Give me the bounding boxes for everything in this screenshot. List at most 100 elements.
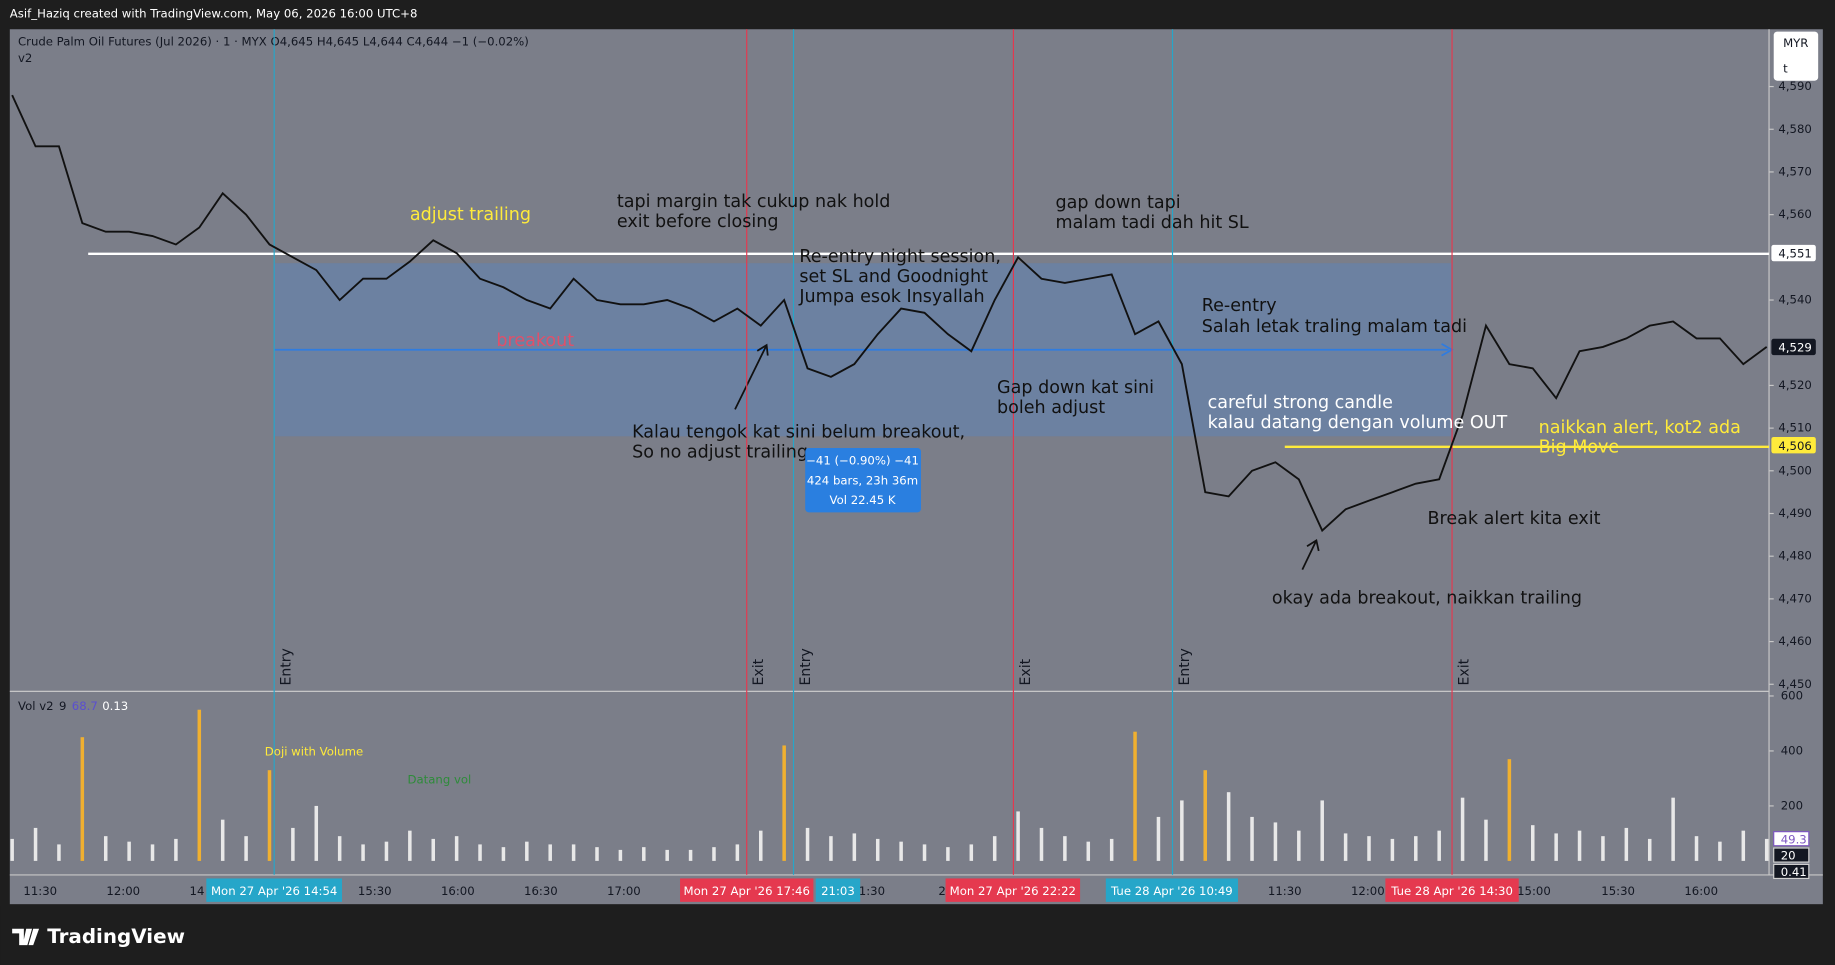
y-tick-label: 4,510: [1778, 421, 1811, 435]
annotation: kalau datang dengan volume OUT: [1208, 413, 1508, 433]
time-label: 2: [938, 884, 945, 898]
time-highlight-label: 21:03: [821, 884, 855, 898]
volume-bar: [1250, 816, 1254, 861]
volume-bar: [1718, 841, 1722, 861]
volume-bar: [1086, 841, 1091, 861]
volume-bar: [1554, 833, 1558, 861]
volume-marker: [1773, 863, 1810, 880]
volume-bar: [1647, 838, 1652, 861]
y-tick-label: 4,470: [1778, 591, 1811, 605]
annotation: Break alert kita exit: [1427, 509, 1600, 529]
signal-label: Exit: [751, 658, 767, 685]
time-label: 11:30: [1268, 884, 1302, 898]
signal-label: Exit: [1018, 658, 1034, 685]
signal-label: Exit: [1456, 658, 1472, 685]
volume-bar: [1320, 800, 1324, 861]
symbol-line: Crude Palm Oil Futures (Jul 2026) · 1 · …: [18, 35, 529, 49]
y-tick-label: 4,480: [1778, 549, 1811, 563]
price-marker: [1771, 338, 1816, 356]
y-tick-label: 4,520: [1778, 378, 1811, 392]
volume-tick-label: 600: [1781, 688, 1803, 702]
currency-box[interactable]: [1773, 31, 1819, 81]
volume-bar: [408, 830, 412, 861]
volume-bar: [1203, 770, 1207, 861]
volume-bar: [244, 836, 248, 861]
volume-bar: [174, 838, 178, 861]
volume-tick-label: 200: [1781, 798, 1803, 812]
time-label: 1:30: [859, 884, 885, 898]
time-label: 16:00: [1684, 884, 1718, 898]
volume-bar: [103, 836, 108, 861]
volume-bar: [1180, 800, 1184, 861]
price-marker: [1771, 244, 1816, 262]
annotation: careful strong candle: [1208, 393, 1393, 413]
annotation: So no adjust trailing: [632, 442, 808, 462]
volume-bar: [384, 841, 389, 861]
volume-bar: [478, 844, 482, 861]
y-tick-label: 4,500: [1778, 463, 1811, 477]
volume-bar: [314, 805, 319, 861]
volume-bar: [1390, 838, 1395, 861]
volume-bar: [875, 838, 880, 861]
volume-bar: [1741, 830, 1746, 861]
volume-bar: [852, 833, 857, 861]
unit: t: [1783, 62, 1788, 76]
time-label: 16:00: [441, 884, 475, 898]
volume-legend: 0.13: [102, 699, 128, 713]
volume-tick-label: 400: [1781, 743, 1803, 757]
measure-text: 424 bars, 23h 36m: [807, 473, 918, 487]
time-label: 15:30: [358, 884, 392, 898]
volume-marker: [1773, 847, 1810, 863]
currency: MYR: [1783, 36, 1808, 50]
signal-label: Entry: [1177, 648, 1193, 685]
time-label: 12:00: [106, 884, 140, 898]
volume-bar: [1156, 816, 1161, 861]
volume-bar: [1484, 819, 1488, 861]
volume-bar: [805, 827, 810, 861]
volume-legend: Vol v2: [18, 699, 54, 713]
volume-bar: [150, 844, 155, 861]
y-tick-label: 4,540: [1778, 293, 1811, 307]
volume-bar: [899, 841, 903, 861]
price-marker: [1771, 436, 1816, 454]
time-label: 11:30: [23, 884, 57, 898]
time-highlight: [1105, 878, 1238, 902]
price-marker-label: 4,551: [1778, 247, 1811, 261]
time-label: 15:00: [1517, 884, 1551, 898]
volume-bar: [220, 819, 225, 861]
y-tick-label: 4,580: [1778, 122, 1811, 136]
time-label: 15:30: [1601, 884, 1635, 898]
time-highlight: [945, 878, 1081, 902]
volume-bar: [688, 849, 693, 861]
volume-bar: [1367, 836, 1371, 861]
measure-box: [805, 447, 922, 513]
volume-bar: [454, 836, 459, 861]
volume-bar: [1460, 797, 1465, 861]
annotation: Salah letak traling malam tadi: [1202, 317, 1467, 337]
volume-bar: [1414, 836, 1418, 861]
y-tick-label: 4,590: [1778, 79, 1811, 93]
time-label: 16:30: [524, 884, 558, 898]
time-highlight: [680, 878, 814, 902]
volume-bar: [127, 841, 131, 861]
volume-bar: [501, 847, 506, 861]
annotation: adjust trailing: [410, 205, 531, 225]
volume-bar: [759, 830, 763, 861]
time-highlight: [1385, 878, 1519, 902]
volume-bar: [735, 844, 740, 861]
volume-bar: [946, 847, 950, 861]
volume-bar: [665, 849, 669, 861]
volume-bar: [57, 844, 61, 861]
time-highlight: [815, 878, 861, 902]
annotation: boleh adjust: [997, 398, 1105, 418]
y-tick-label: 4,460: [1778, 634, 1811, 648]
volume-bar: [571, 844, 576, 861]
volume-bar: [1531, 825, 1535, 861]
annotation: tapi margin tak cukup nak hold: [617, 192, 891, 212]
volume-bar: [1507, 759, 1512, 861]
measure-text: Vol 22.45 K: [830, 493, 896, 507]
volume-legend: 9: [59, 699, 66, 713]
volume-bar: [361, 844, 365, 861]
y-tick-label: 4,490: [1778, 506, 1811, 520]
volume-bar: [33, 827, 38, 861]
